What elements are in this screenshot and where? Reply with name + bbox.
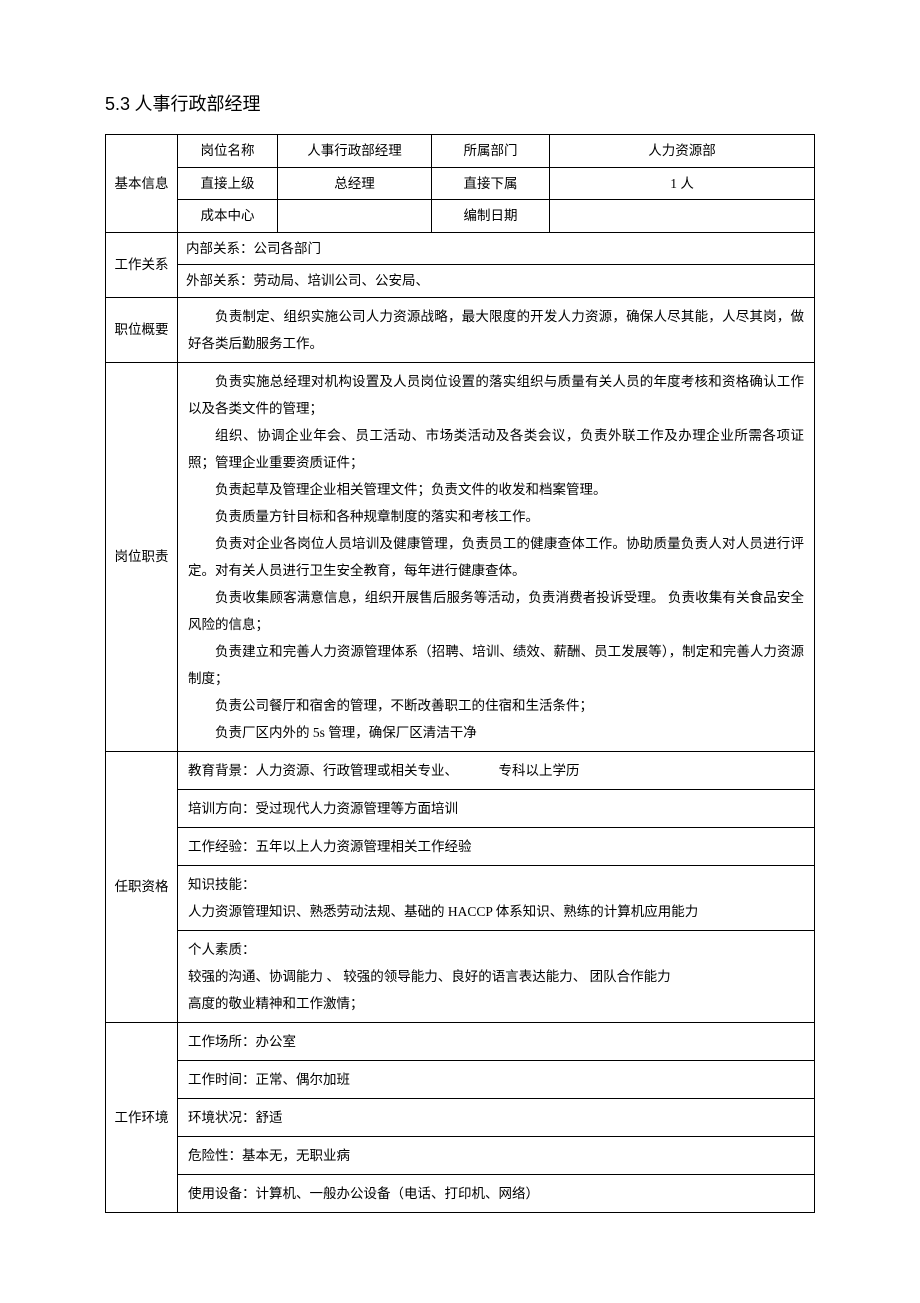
duty-p8: 负责公司餐厅和宿舍的管理，不断改善职工的住宿和生活条件； (188, 692, 804, 719)
relation-row-1: 工作关系 内部关系：公司各部门 (106, 232, 815, 265)
qual-row-2: 培训方向：受过现代人力资源管理等方面培训 (106, 789, 815, 827)
basic-v1-0: 人事行政部经理 (278, 135, 432, 168)
basic-row-1: 基本信息 岗位名称 人事行政部经理 所属部门 人力资源部 (106, 135, 815, 168)
env-row-4: 危险性：基本无，无职业病 (106, 1136, 815, 1174)
qual-row-5: 个人素质： 较强的沟通、协调能力 、 较强的领导能力、良好的语言表达能力、 团队… (106, 930, 815, 1022)
env-row-2: 工作时间：正常、偶尔加班 (106, 1060, 815, 1098)
qual-experience: 工作经验：五年以上人力资源管理相关工作经验 (178, 827, 815, 865)
env-equipment: 使用设备：计算机、一般办公设备（电话、打印机、网络） (178, 1174, 815, 1212)
env-row-3: 环境状况：舒适 (106, 1098, 815, 1136)
basic-v1-1: 总经理 (278, 167, 432, 200)
basic-label: 基本信息 (106, 135, 178, 233)
env-danger: 危险性：基本无，无职业病 (178, 1136, 815, 1174)
basic-k1-2: 成本中心 (178, 200, 278, 233)
duty-p7: 负责建立和完善人力资源管理体系（招聘、培训、绩效、薪酬、员工发展等），制定和完善… (188, 638, 804, 692)
basic-k2-1: 直接下属 (432, 167, 550, 200)
duty-p3: 负责起草及管理企业相关管理文件；负责文件的收发和档案管理。 (188, 476, 804, 503)
basic-v2-1: 1 人 (550, 167, 815, 200)
duty-content: 负责实施总经理对机构设置及人员岗位设置的落实组织与质量有关人员的年度考核和资格确… (178, 362, 815, 751)
qual-skill: 知识技能： 人力资源管理知识、熟悉劳动法规、基础的 HACCP 体系知识、熟练的… (178, 865, 815, 930)
qual-quality: 个人素质： 较强的沟通、协调能力 、 较强的领导能力、良好的语言表达能力、 团队… (178, 930, 815, 1022)
relation-external: 外部关系：劳动局、培训公司、公安局、 (178, 265, 815, 298)
qual-label: 任职资格 (106, 751, 178, 1022)
title-text: 人事行政部经理 (135, 94, 261, 114)
env-row-5: 使用设备：计算机、一般办公设备（电话、打印机、网络） (106, 1174, 815, 1212)
summary-text: 负责制定、组织实施公司人力资源战略，最大限度的开发人力资源，确保人尽其能，人尽其… (178, 297, 815, 362)
relation-internal: 内部关系：公司各部门 (178, 232, 815, 265)
basic-v1-2 (278, 200, 432, 233)
env-place: 工作场所：办公室 (178, 1022, 815, 1060)
summary-row: 职位概要 负责制定、组织实施公司人力资源战略，最大限度的开发人力资源，确保人尽其… (106, 297, 815, 362)
env-time: 工作时间：正常、偶尔加班 (178, 1060, 815, 1098)
duty-label: 岗位职责 (106, 362, 178, 751)
title-number: 5.3 (105, 94, 130, 114)
qual-row-1: 任职资格 教育背景：人力资源、行政管理或相关专业、 专科以上学历 (106, 751, 815, 789)
relation-row-2: 外部关系：劳动局、培训公司、公安局、 (106, 265, 815, 298)
basic-row-2: 直接上级 总经理 直接下属 1 人 (106, 167, 815, 200)
basic-v2-0: 人力资源部 (550, 135, 815, 168)
basic-k2-0: 所属部门 (432, 135, 550, 168)
duty-row: 岗位职责 负责实施总经理对机构设置及人员岗位设置的落实组织与质量有关人员的年度考… (106, 362, 815, 751)
env-label: 工作环境 (106, 1022, 178, 1212)
basic-v2-2 (550, 200, 815, 233)
qual-training: 培训方向：受过现代人力资源管理等方面培训 (178, 789, 815, 827)
duty-p4: 负责质量方针目标和各种规章制度的落实和考核工作。 (188, 503, 804, 530)
duty-p6: 负责收集顾客满意信息，组织开展售后服务等活动，负责消费者投诉受理。 负责收集有关… (188, 584, 804, 638)
qual-edu: 教育背景：人力资源、行政管理或相关专业、 专科以上学历 (178, 751, 815, 789)
duty-p1: 负责实施总经理对机构设置及人员岗位设置的落实组织与质量有关人员的年度考核和资格确… (188, 368, 804, 422)
summary-label: 职位概要 (106, 297, 178, 362)
qual-row-3: 工作经验：五年以上人力资源管理相关工作经验 (106, 827, 815, 865)
basic-k1-1: 直接上级 (178, 167, 278, 200)
duty-p9: 负责厂区内外的 5s 管理，确保厂区清洁干净 (188, 719, 804, 746)
relation-label: 工作关系 (106, 232, 178, 297)
basic-k2-2: 编制日期 (432, 200, 550, 233)
job-description-table: 基本信息 岗位名称 人事行政部经理 所属部门 人力资源部 直接上级 总经理 直接… (105, 134, 815, 1213)
basic-k1-0: 岗位名称 (178, 135, 278, 168)
env-row-1: 工作环境 工作场所：办公室 (106, 1022, 815, 1060)
basic-row-3: 成本中心 编制日期 (106, 200, 815, 233)
duty-p5: 负责对企业各岗位人员培训及健康管理，负责员工的健康查体工作。协助质量负责人对人员… (188, 530, 804, 584)
duty-p2: 组织、协调企业年会、员工活动、市场类活动及各类会议，负责外联工作及办理企业所需各… (188, 422, 804, 476)
qual-row-4: 知识技能： 人力资源管理知识、熟悉劳动法规、基础的 HACCP 体系知识、熟练的… (106, 865, 815, 930)
page-title: 5.3 人事行政部经理 (105, 90, 815, 116)
env-status: 环境状况：舒适 (178, 1098, 815, 1136)
